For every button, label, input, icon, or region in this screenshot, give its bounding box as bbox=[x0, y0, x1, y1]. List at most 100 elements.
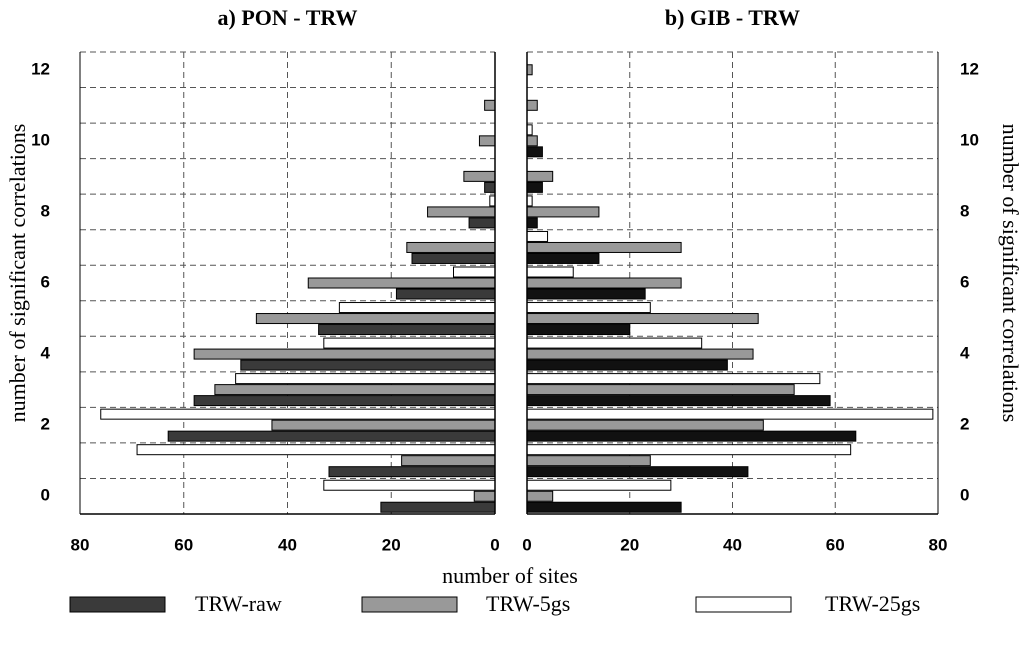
bar bbox=[526, 419, 764, 431]
bar bbox=[526, 348, 754, 360]
y-tick-label: 12 bbox=[31, 59, 50, 78]
legend-label: TRW-25gs bbox=[825, 591, 920, 616]
bar bbox=[526, 490, 554, 502]
y-tick-label: 8 bbox=[960, 201, 969, 220]
bar bbox=[214, 384, 496, 396]
bar bbox=[526, 501, 682, 513]
x-tick-label: 0 bbox=[490, 535, 499, 554]
bar bbox=[526, 99, 538, 111]
x-tick-label: 0 bbox=[522, 535, 531, 554]
legend-swatch bbox=[69, 596, 166, 613]
bar bbox=[478, 135, 496, 147]
y-axis-label: number of significant correlations bbox=[5, 124, 30, 423]
bar bbox=[193, 395, 496, 407]
bar bbox=[271, 419, 496, 431]
bar bbox=[240, 359, 496, 371]
bar bbox=[526, 408, 934, 420]
y-tick-label: 2 bbox=[960, 415, 969, 434]
y-tick-label: 4 bbox=[41, 344, 51, 363]
y-tick-label: 8 bbox=[41, 201, 50, 220]
x-tick-label: 40 bbox=[723, 535, 742, 554]
bar bbox=[526, 64, 533, 76]
bar bbox=[473, 490, 496, 502]
bar bbox=[526, 337, 703, 349]
bar bbox=[526, 395, 831, 407]
bar bbox=[167, 430, 496, 442]
bar bbox=[526, 135, 538, 147]
bar bbox=[526, 230, 549, 242]
y-tick-label: 6 bbox=[960, 272, 969, 291]
bar bbox=[489, 195, 496, 207]
bar bbox=[526, 124, 533, 136]
bar bbox=[235, 373, 496, 385]
y-tick-label: 6 bbox=[41, 272, 50, 291]
bar bbox=[323, 479, 496, 491]
bar bbox=[307, 277, 496, 289]
bar bbox=[318, 324, 496, 336]
y-tick-label: 0 bbox=[960, 486, 969, 505]
x-axis-label: number of sites bbox=[442, 563, 578, 588]
bar bbox=[526, 313, 759, 325]
bar bbox=[526, 302, 651, 314]
legend-label: TRW-raw bbox=[195, 591, 282, 616]
bar bbox=[526, 146, 543, 158]
x-tick-label: 80 bbox=[929, 535, 948, 554]
x-tick-label: 20 bbox=[382, 535, 401, 554]
chart-title: a) PON - TRW bbox=[218, 5, 358, 30]
y-axis-label: number of significant correlations bbox=[998, 124, 1023, 423]
bar bbox=[526, 170, 554, 182]
bar bbox=[136, 444, 496, 456]
bar bbox=[484, 181, 496, 193]
y-tick-label: 10 bbox=[960, 130, 979, 149]
bar bbox=[406, 241, 496, 253]
x-tick-label: 40 bbox=[278, 535, 297, 554]
bar bbox=[526, 277, 682, 289]
bar bbox=[526, 241, 682, 253]
x-tick-label: 60 bbox=[826, 535, 845, 554]
bar bbox=[526, 373, 821, 385]
bar bbox=[484, 99, 496, 111]
y-tick-label: 0 bbox=[41, 486, 50, 505]
bar bbox=[526, 466, 749, 478]
y-tick-label: 4 bbox=[960, 344, 970, 363]
bar bbox=[526, 206, 600, 218]
bar bbox=[526, 181, 543, 193]
bar bbox=[526, 195, 533, 207]
y-tick-label: 10 bbox=[31, 130, 50, 149]
bar bbox=[526, 384, 795, 396]
bar bbox=[427, 206, 496, 218]
bar bbox=[526, 444, 852, 456]
bar bbox=[453, 266, 496, 278]
bar bbox=[526, 252, 600, 264]
bar bbox=[255, 313, 496, 325]
x-tick-label: 60 bbox=[174, 535, 193, 554]
legend-swatch bbox=[361, 596, 458, 613]
bar bbox=[526, 455, 651, 467]
bar bbox=[526, 430, 857, 442]
bar bbox=[401, 455, 496, 467]
bar bbox=[395, 288, 496, 300]
legend-label: TRW-5gs bbox=[486, 591, 570, 616]
bar bbox=[463, 170, 496, 182]
legend-swatch bbox=[695, 596, 792, 613]
bar bbox=[526, 266, 574, 278]
bar bbox=[100, 408, 496, 420]
bar bbox=[323, 337, 496, 349]
bar bbox=[380, 501, 496, 513]
bar bbox=[526, 479, 672, 491]
bar bbox=[526, 288, 646, 300]
bar bbox=[526, 217, 538, 229]
x-tick-label: 20 bbox=[620, 535, 639, 554]
bar bbox=[338, 302, 496, 314]
y-tick-label: 12 bbox=[960, 59, 979, 78]
bar bbox=[526, 324, 631, 336]
bar bbox=[193, 348, 496, 360]
bar bbox=[468, 217, 496, 229]
x-tick-label: 80 bbox=[71, 535, 90, 554]
bar bbox=[526, 359, 728, 371]
bar bbox=[411, 252, 496, 264]
y-tick-label: 2 bbox=[41, 415, 50, 434]
bar bbox=[328, 466, 496, 478]
chart-title: b) GIB - TRW bbox=[665, 5, 800, 30]
